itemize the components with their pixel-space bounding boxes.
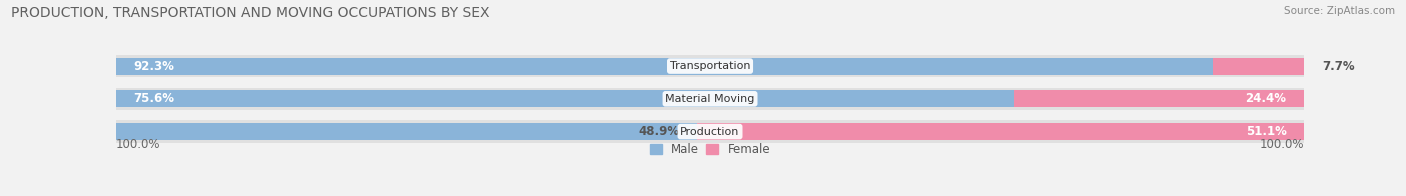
Bar <box>115 121 1305 143</box>
Text: Source: ZipAtlas.com: Source: ZipAtlas.com <box>1284 6 1395 16</box>
Text: 7.7%: 7.7% <box>1322 60 1355 73</box>
Bar <box>115 58 1213 74</box>
Text: 24.4%: 24.4% <box>1246 92 1286 105</box>
Text: 48.9%: 48.9% <box>638 125 679 138</box>
Bar <box>115 123 697 140</box>
Bar <box>1014 90 1305 107</box>
Text: PRODUCTION, TRANSPORTATION AND MOVING OCCUPATIONS BY SEX: PRODUCTION, TRANSPORTATION AND MOVING OC… <box>11 6 489 20</box>
Text: 51.1%: 51.1% <box>1246 125 1286 138</box>
Bar <box>115 90 1014 107</box>
Bar <box>697 123 1305 140</box>
Bar <box>115 88 1305 110</box>
Text: Transportation: Transportation <box>669 61 751 71</box>
Legend: Male, Female: Male, Female <box>650 143 770 156</box>
Bar <box>115 55 1305 77</box>
Text: 100.0%: 100.0% <box>115 138 160 151</box>
Text: Material Moving: Material Moving <box>665 94 755 104</box>
Text: Production: Production <box>681 127 740 137</box>
Text: 92.3%: 92.3% <box>134 60 174 73</box>
Bar <box>1213 58 1305 74</box>
Text: 100.0%: 100.0% <box>1260 138 1305 151</box>
Text: 75.6%: 75.6% <box>134 92 174 105</box>
